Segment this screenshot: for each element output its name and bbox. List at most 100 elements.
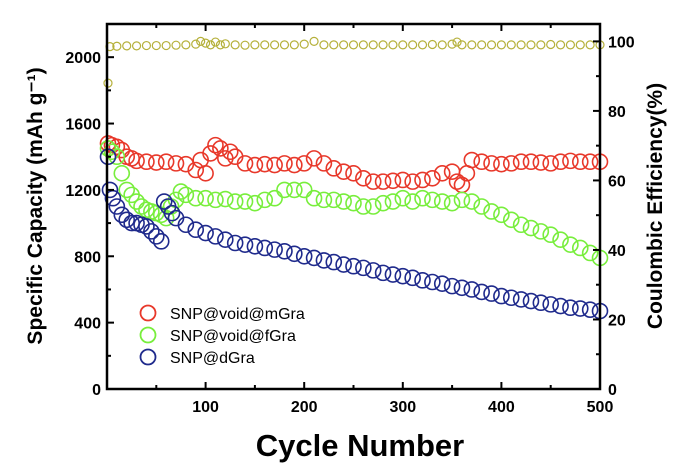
data-point <box>279 40 290 50</box>
series-3 <box>103 36 605 88</box>
data-point <box>512 291 530 308</box>
data-point <box>177 155 195 173</box>
x-axis-label: Cycle Number <box>256 428 464 463</box>
data-point <box>197 189 214 207</box>
data-point <box>473 198 490 215</box>
data-point <box>542 226 560 244</box>
data-point <box>496 40 506 50</box>
data-point <box>236 193 254 210</box>
data-point <box>408 40 418 50</box>
data-point <box>424 169 441 187</box>
data-point <box>374 194 392 212</box>
data-point <box>256 239 274 257</box>
data-point <box>246 238 264 255</box>
data-point <box>585 40 595 50</box>
data-point <box>187 189 205 207</box>
x-tick-label: 200 <box>291 399 318 416</box>
data-point <box>266 156 283 174</box>
data-point <box>315 252 333 269</box>
data-point <box>205 40 216 50</box>
data-point <box>289 40 299 50</box>
data-point <box>163 204 181 222</box>
data-point <box>374 173 392 190</box>
data-point <box>502 211 520 229</box>
data-point <box>486 40 497 50</box>
data-point <box>171 40 181 50</box>
data-point <box>319 40 329 50</box>
data-point <box>433 275 451 292</box>
data-point <box>138 153 155 171</box>
data-point <box>177 216 195 234</box>
data-point <box>335 163 352 180</box>
data-point <box>276 242 293 260</box>
data-point <box>394 267 412 285</box>
data-point <box>215 40 225 50</box>
data-point <box>384 193 402 210</box>
data-point <box>512 216 530 234</box>
y-tick-label: 1200 <box>65 183 101 200</box>
data-point <box>266 241 283 258</box>
data-point <box>502 289 520 307</box>
y2-tick-label: 60 <box>608 173 626 190</box>
data-point <box>404 269 421 287</box>
data-point <box>217 190 234 208</box>
data-point <box>236 155 254 172</box>
data-point <box>424 191 441 209</box>
data-point <box>414 171 431 189</box>
data-point <box>562 299 579 317</box>
data-point <box>388 40 398 50</box>
data-point <box>295 181 313 199</box>
data-point <box>522 219 540 237</box>
data-point <box>101 181 119 199</box>
y2-tick-label: 100 <box>608 34 635 51</box>
x-tick-label: 400 <box>488 399 515 416</box>
data-point <box>532 154 550 171</box>
data-point <box>181 40 191 50</box>
data-point <box>286 181 303 199</box>
data-point <box>329 40 339 50</box>
data-point <box>448 173 466 190</box>
data-point <box>295 155 313 172</box>
data-point <box>378 40 388 50</box>
data-point <box>552 231 569 248</box>
axis-ticks: 100 200 300 400 5000400800120016002000020406… <box>65 24 635 416</box>
data-point <box>562 152 579 170</box>
data-point <box>348 40 359 50</box>
data-point <box>226 234 244 252</box>
data-point <box>483 155 500 172</box>
data-point <box>512 153 530 171</box>
data-point <box>522 292 540 310</box>
data-point <box>427 39 437 50</box>
data-point <box>555 40 566 50</box>
data-point <box>148 228 165 245</box>
data-point <box>256 155 274 173</box>
data-point <box>177 186 195 204</box>
data-point <box>148 154 165 171</box>
data-point <box>571 300 589 317</box>
series-1 <box>99 140 609 267</box>
data-point <box>113 165 131 182</box>
legend-label: SNP@void@mGra <box>170 306 305 323</box>
data-point <box>122 41 132 51</box>
data-point <box>345 165 362 182</box>
data-point <box>571 153 589 171</box>
data-point <box>581 301 599 318</box>
data-point <box>345 257 362 275</box>
data-point <box>532 294 550 312</box>
data-point <box>339 40 349 50</box>
data-point <box>286 245 303 263</box>
data-point <box>220 39 230 49</box>
data-point <box>394 171 412 189</box>
data-point <box>483 285 500 302</box>
data-point <box>112 41 122 51</box>
data-point <box>447 39 457 49</box>
data-point <box>526 40 536 50</box>
data-point <box>404 193 421 210</box>
data-point <box>315 155 333 172</box>
data-point <box>443 194 461 212</box>
data-point <box>151 40 161 51</box>
data-point <box>424 273 441 291</box>
data-point <box>108 198 126 215</box>
data-point <box>143 223 160 240</box>
